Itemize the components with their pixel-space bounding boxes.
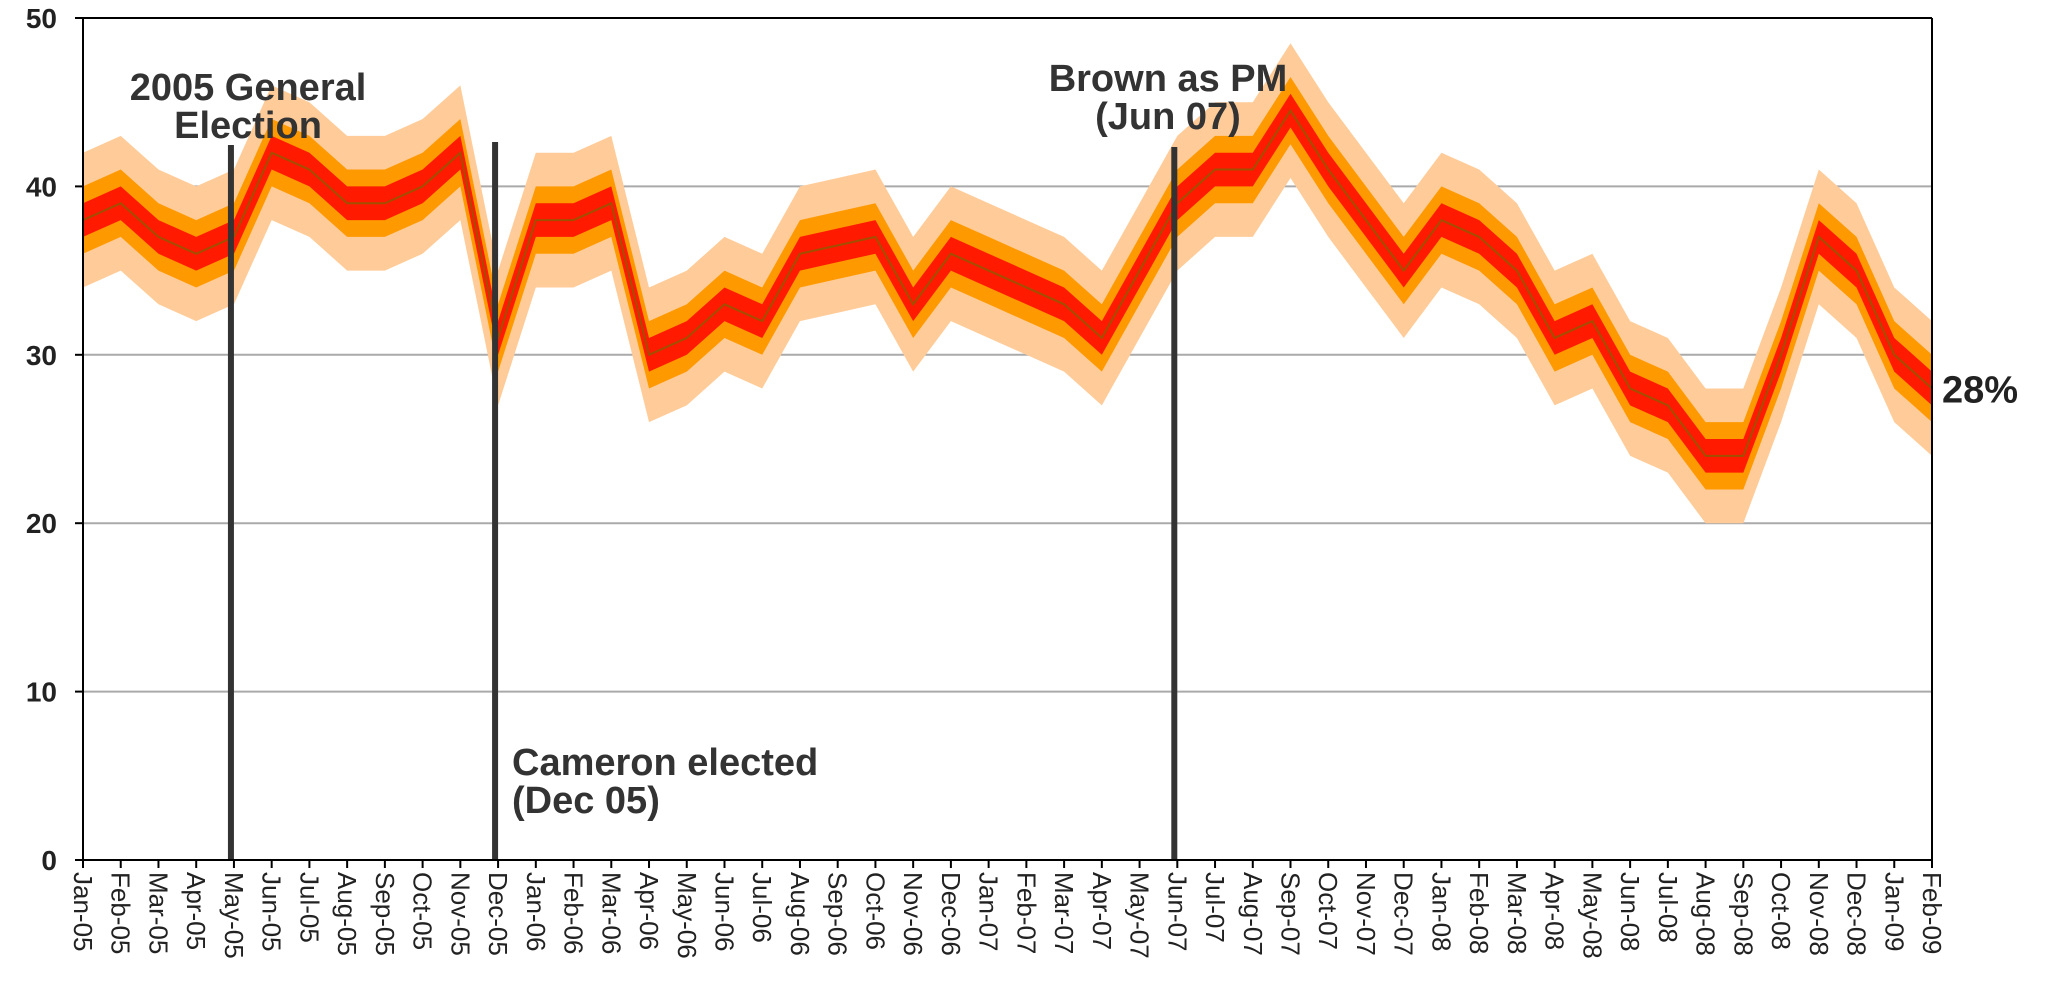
x-tick-label: Feb-07 [1011, 872, 1041, 954]
y-tick-label-20: 20 [26, 508, 57, 539]
x-tick-label: Feb-08 [1464, 872, 1494, 954]
x-tick-label: Jul-05 [294, 872, 324, 943]
x-tick-label: Sep-06 [823, 872, 853, 956]
x-tick-label: May-07 [1125, 872, 1155, 959]
axes [75, 17, 1933, 868]
x-tick-label: May-08 [1577, 872, 1607, 959]
y-tick-label-50: 50 [26, 3, 57, 34]
event-label-2-line-1: Cameron elected [512, 742, 818, 784]
x-tick-label: Jun-08 [1615, 872, 1645, 952]
x-tick-label: Jun-06 [709, 872, 739, 952]
x-tick-label: Jul-08 [1653, 872, 1683, 943]
x-tick-label: Feb-05 [106, 872, 136, 954]
x-tick-label: Jul-06 [747, 872, 777, 943]
x-tick-label: Mar-06 [596, 872, 626, 954]
x-tick-label: Nov-08 [1804, 872, 1834, 956]
y-tick-labels: 0 10 20 30 40 50 [26, 3, 57, 876]
end-value-label: 28% [1942, 369, 2018, 411]
x-tick-label: Oct-08 [1766, 872, 1796, 950]
x-tick-label: Nov-06 [898, 872, 928, 956]
x-tick-label: Mar-07 [1049, 872, 1079, 954]
x-tick-label: Dec-06 [936, 872, 966, 956]
x-tick-label: Dec-07 [1389, 872, 1419, 956]
x-tick-label: Aug-07 [1238, 872, 1268, 956]
x-tick-label: Jan-08 [1426, 872, 1456, 952]
x-tick-label: Jan-09 [1879, 872, 1909, 952]
x-tick-label: Aug-08 [1691, 872, 1721, 956]
x-tick-label: Apr-05 [181, 872, 211, 950]
x-tick-label: Nov-05 [445, 872, 475, 956]
x-tick-label: Apr-08 [1540, 872, 1570, 950]
event-label-3-line-1: Brown as PM [1049, 58, 1288, 100]
band-1 [83, 93, 1932, 473]
x-tick-label: Mar-05 [143, 872, 173, 954]
x-tick-label: May-06 [672, 872, 702, 959]
central-line [82, 108, 1933, 457]
event-label-1-line-2: Election [174, 105, 322, 147]
x-tick-label: Apr-06 [634, 872, 664, 950]
x-tick-label: Feb-09 [1917, 872, 1947, 954]
x-tick-label: Oct-06 [860, 872, 890, 950]
x-tick-label: Jan-05 [68, 872, 98, 952]
x-tick-label: Apr-07 [1087, 872, 1117, 950]
x-tick-label: Dec-05 [483, 872, 513, 956]
x-tick-label: Feb-06 [559, 872, 589, 954]
y-tick-label-30: 30 [26, 340, 57, 371]
x-tick-label: Dec-08 [1842, 872, 1872, 956]
x-tick-label: Nov-07 [1351, 872, 1381, 956]
x-tick-label: Jul-07 [1200, 872, 1230, 943]
x-tick-label: Jan-06 [521, 872, 551, 952]
uncertainty-bands [83, 43, 1932, 524]
x-tick-label: Oct-05 [408, 872, 438, 950]
y-tick-label-0: 0 [41, 845, 57, 876]
x-tick-label: Sep-08 [1728, 872, 1758, 956]
x-tick-labels: Jan-05 Feb-05 Mar-05 Apr-05 May-05 Jun-05 Jul-… [68, 872, 1947, 959]
x-tick-label: Sep-07 [1276, 872, 1306, 956]
x-tick-label: Aug-05 [332, 872, 362, 956]
x-tick-label: May-05 [219, 872, 249, 959]
x-tick-label: Jun-05 [257, 872, 287, 952]
y-tick-label-10: 10 [26, 677, 57, 708]
event-label-1-line-1: 2005 General [130, 67, 367, 109]
x-tick-label: Sep-05 [370, 872, 400, 956]
event-label-2-line-2: (Dec 05) [512, 780, 660, 822]
x-tick-label: Oct-07 [1313, 872, 1343, 950]
event-label-3-line-2: (Jun 07) [1095, 96, 1241, 138]
central-estimate-line [82, 108, 1933, 457]
x-tick-label: Jan-07 [974, 872, 1004, 951]
x-tick-label: Mar-08 [1502, 872, 1532, 954]
x-tick-label: Jun-07 [1162, 872, 1192, 952]
x-tick-label: Aug-06 [785, 872, 815, 956]
y-tick-label-40: 40 [26, 171, 57, 202]
